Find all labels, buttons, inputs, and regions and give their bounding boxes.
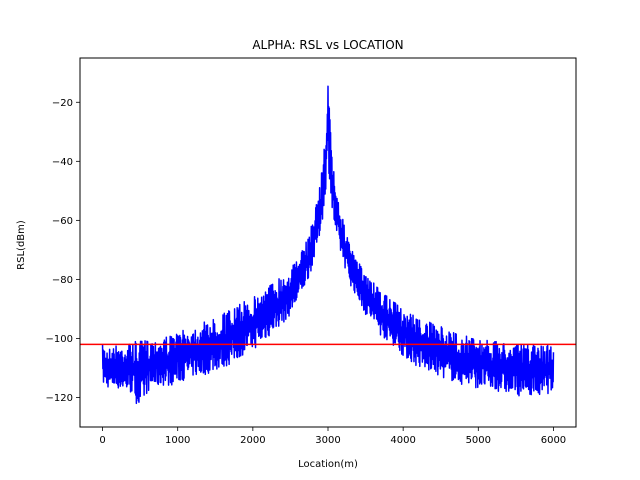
- x-axis-label: Location(m): [298, 459, 358, 470]
- y-axis-label: RSL(dBm): [16, 220, 27, 270]
- x-tick-label: 2000: [240, 435, 265, 446]
- x-tick-label: 4000: [390, 435, 415, 446]
- x-tick-label: 3000: [315, 435, 340, 446]
- y-tick-label: −120: [46, 393, 73, 404]
- y-tick-label: −60: [52, 216, 73, 227]
- y-tick-label: −40: [52, 157, 73, 168]
- x-tick-label: 5000: [466, 435, 491, 446]
- y-tick-label: −20: [52, 98, 73, 109]
- x-tick-label: 1000: [165, 435, 190, 446]
- x-axis-ticks: 0 1000 2000 3000 4000 5000 6000: [99, 427, 566, 446]
- x-tick-label: 0: [99, 435, 105, 446]
- signal-series-line: [101, 85, 555, 405]
- y-tick-label: −100: [46, 334, 73, 345]
- chart-title: ALPHA: RSL vs LOCATION: [252, 38, 403, 52]
- y-tick-label: −80: [52, 275, 73, 286]
- y-axis-ticks: −120 −100 −80 −60 −40 −20: [46, 98, 80, 404]
- series-layer: [101, 85, 555, 405]
- x-tick-label: 6000: [541, 435, 566, 446]
